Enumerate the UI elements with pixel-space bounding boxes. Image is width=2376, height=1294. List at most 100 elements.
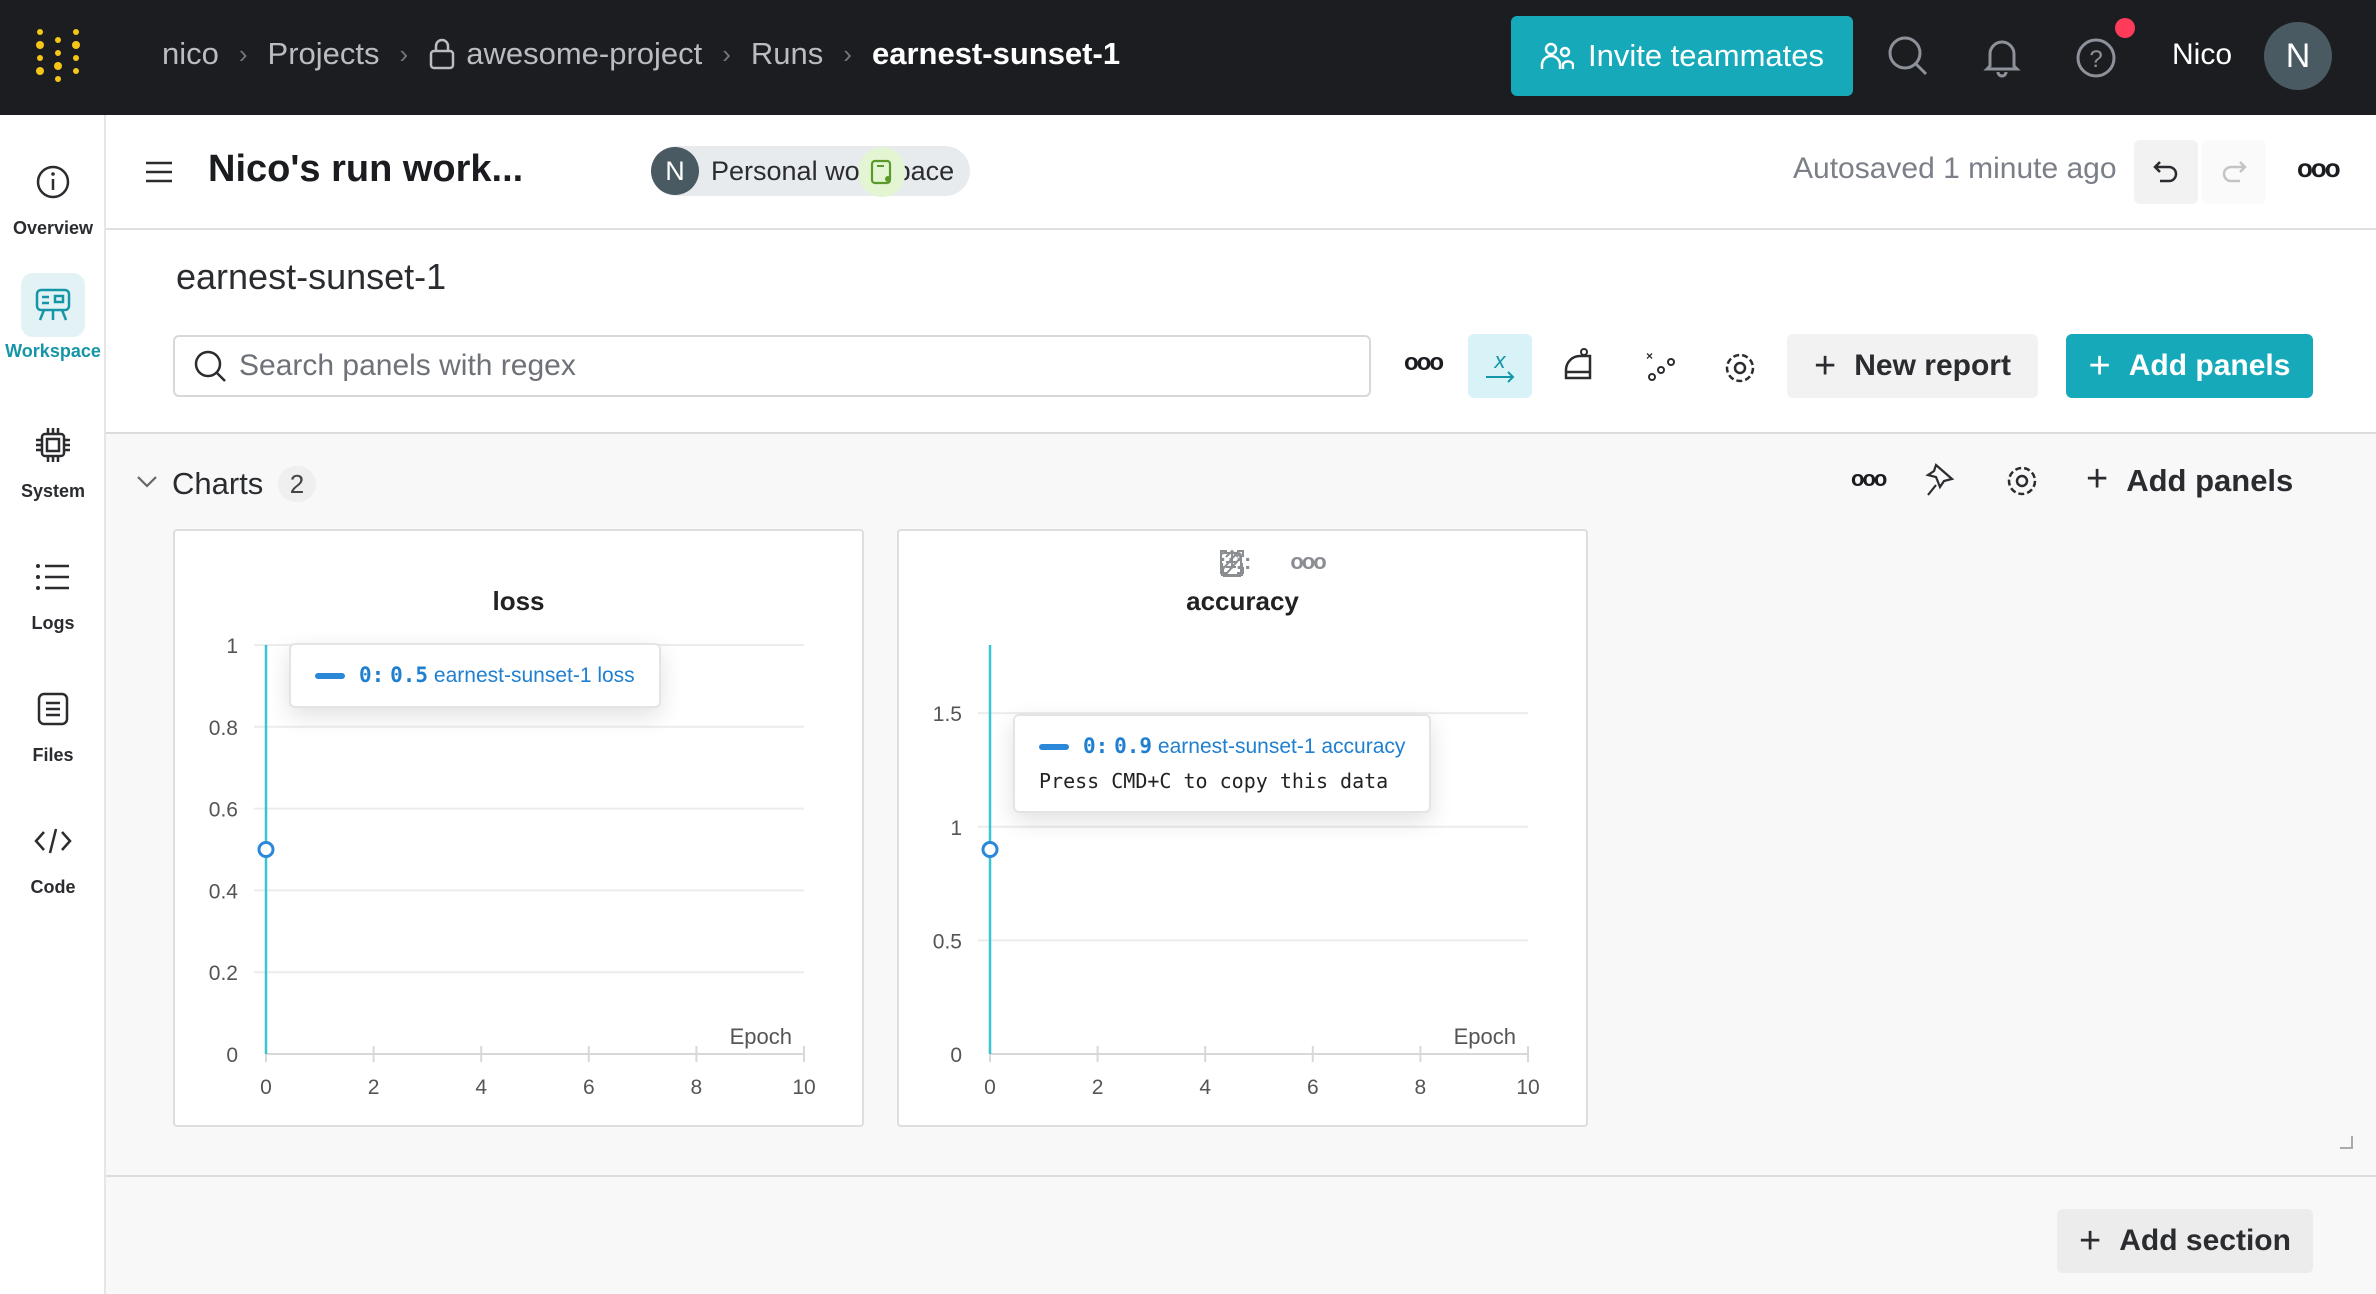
- breadcrumb-runs[interactable]: Runs: [750, 36, 824, 71]
- more-options-icon[interactable]: ooo: [1404, 349, 1444, 376]
- sidebar-label: Files: [32, 745, 74, 765]
- settings-icon[interactable]: [1722, 350, 1758, 386]
- search-panels-input[interactable]: Search panels with regex: [173, 335, 1371, 397]
- y-tick-label: 0.5: [933, 930, 962, 953]
- sidebar-item-logs[interactable]: Logs: [0, 545, 106, 634]
- workspace-title[interactable]: Nico's run work...: [208, 148, 524, 190]
- tooltip-value: 0.9: [1114, 734, 1153, 758]
- workspace-header: Nico's run work... N Personal workspace A…: [106, 115, 2376, 230]
- chevron-right-icon: ›: [238, 38, 248, 69]
- more-options-icon[interactable]: ooo: [2297, 153, 2341, 183]
- series-swatch: [1039, 744, 1069, 751]
- breadcrumb-project[interactable]: awesome-project: [466, 36, 703, 71]
- new-report-label: New report: [1854, 349, 2011, 382]
- info-icon: [36, 165, 70, 199]
- x-tick-label: 0: [984, 1076, 996, 1099]
- redo-icon: [2222, 161, 2247, 183]
- y-tick-label: 1: [226, 635, 238, 658]
- section-add-panels-button[interactable]: + Add panels: [2086, 460, 2293, 502]
- menu-icon[interactable]: [146, 161, 172, 183]
- undo-icon: [2153, 161, 2178, 183]
- chart-panel-accuracy[interactable]: 0 0.5 1 1.5 0 2 4 6 8 10 Epoch :::: ooo accuracy 0…: [897, 529, 1588, 1127]
- help-icon[interactable]: ?: [2074, 34, 2118, 78]
- saved-view-icon[interactable]: [859, 147, 905, 197]
- svg-text:?: ?: [2089, 46, 2102, 73]
- x-tick-label: 6: [583, 1076, 595, 1099]
- tooltip-label: earnest-sunset-1 loss: [433, 664, 635, 687]
- sidebar-label: Logs: [31, 613, 75, 633]
- sidebar-item-files[interactable]: Files: [0, 677, 106, 766]
- tooltip-value: 0.5: [390, 663, 429, 687]
- sidebar: Overview Workspace System Logs Files Cod…: [0, 115, 106, 1294]
- settings-icon[interactable]: [2004, 463, 2040, 499]
- new-report-button[interactable]: + New report: [1787, 334, 2038, 398]
- data-point: [257, 841, 275, 858]
- breadcrumb-nico[interactable]: nico: [162, 36, 219, 71]
- series-swatch: [315, 673, 345, 680]
- plus-icon: +: [2079, 1219, 2102, 1262]
- breadcrumb-projects[interactable]: Projects: [267, 36, 380, 71]
- x-tick-label: 4: [1199, 1076, 1211, 1099]
- smoothing-icon[interactable]: [1562, 348, 1596, 384]
- y-tick-label: 0: [950, 1044, 962, 1067]
- workspace-avatar: N: [651, 147, 699, 195]
- svg-text:x: x: [1494, 348, 1507, 373]
- workspace-icon: [35, 288, 71, 321]
- more-options-icon[interactable]: ooo: [1851, 466, 1887, 491]
- sidebar-item-code[interactable]: Code: [0, 809, 106, 898]
- invite-label: Invite teammates: [1587, 38, 1825, 73]
- tooltip-label: earnest-sunset-1 accuracy: [1157, 735, 1406, 758]
- users-icon: [1540, 42, 1574, 69]
- lock-icon: [429, 38, 455, 70]
- sidebar-item-system[interactable]: System: [0, 413, 106, 502]
- x-tick-label: 8: [1415, 1076, 1427, 1099]
- y-tick-label: 1.5: [933, 703, 962, 726]
- breadcrumb-run[interactable]: earnest-sunset-1: [871, 36, 1121, 71]
- x-axis-label: Epoch: [730, 1024, 792, 1049]
- run-title: earnest-sunset-1: [176, 256, 447, 297]
- x-tick-label: 10: [1516, 1076, 1539, 1099]
- x-axis-button[interactable]: x: [1468, 334, 1532, 398]
- accuracy-chart: 0 0.5 1 1.5 0 2 4 6 8 10 Epoch: [933, 645, 1540, 1099]
- pin-icon[interactable]: [1924, 463, 1956, 497]
- wandb-logo[interactable]: [34, 28, 90, 84]
- plus-icon: +: [2086, 458, 2109, 500]
- notification-dot: [2115, 18, 2135, 38]
- chevron-right-icon: ›: [399, 38, 409, 69]
- add-panels-label: Add panels: [2128, 349, 2291, 382]
- plus-icon: +: [2088, 344, 2111, 387]
- sidebar-item-workspace[interactable]: Workspace: [0, 273, 106, 362]
- copy-hint: Press CMD+C to copy this data: [1039, 769, 1389, 793]
- section-title[interactable]: Charts: [172, 466, 264, 501]
- panel-actions: :::: ooo: [1219, 549, 1327, 577]
- top-bar: nico › Projects › awesome-project › Runs › e…: [0, 0, 2376, 115]
- chevron-right-icon: ›: [722, 38, 731, 69]
- x-axis-label: Epoch: [1454, 1024, 1516, 1049]
- x-tick-label: 2: [368, 1076, 380, 1099]
- chevron-down-icon[interactable]: [136, 474, 158, 490]
- sidebar-label: Code: [30, 877, 76, 897]
- user-avatar[interactable]: N: [2264, 22, 2332, 90]
- add-panels-button[interactable]: + Add panels: [2066, 334, 2313, 398]
- tooltip-step: 0:: [1083, 734, 1109, 758]
- chart-panel-loss[interactable]: 0 0.2 0.4 0.6 0.8 1 0 2 4 6 8 10 Epoch loss 0: 0.5 e…: [173, 529, 864, 1127]
- invite-teammates-button[interactable]: Invite teammates: [1511, 16, 1853, 96]
- search-icon[interactable]: [1886, 34, 1930, 78]
- resize-handle-icon[interactable]: [2340, 1136, 2354, 1150]
- outliers-icon[interactable]: ×: [1644, 350, 1678, 384]
- redo-button[interactable]: [2202, 140, 2266, 204]
- list-icon: [36, 564, 69, 590]
- y-tick-label: 0.4: [209, 880, 239, 903]
- user-name[interactable]: Nico: [2172, 38, 2233, 71]
- chevron-right-icon: ›: [843, 38, 852, 69]
- chart-tooltip: 0: 0.9 earnest-sunset-1 accuracy Press CM…: [1013, 714, 1432, 813]
- personal-workspace-badge[interactable]: N Personal workspace: [651, 146, 971, 196]
- add-section-button[interactable]: + Add section: [2057, 1209, 2313, 1273]
- sidebar-item-overview[interactable]: Overview: [0, 150, 106, 239]
- x-tick-label: 6: [1307, 1076, 1319, 1099]
- more-options-icon[interactable]: ooo: [1290, 549, 1326, 574]
- fullscreen-icon[interactable]: [1219, 549, 1245, 575]
- bell-icon[interactable]: [1980, 34, 2024, 78]
- x-tick-label: 4: [475, 1076, 487, 1099]
- undo-button[interactable]: [2134, 140, 2198, 204]
